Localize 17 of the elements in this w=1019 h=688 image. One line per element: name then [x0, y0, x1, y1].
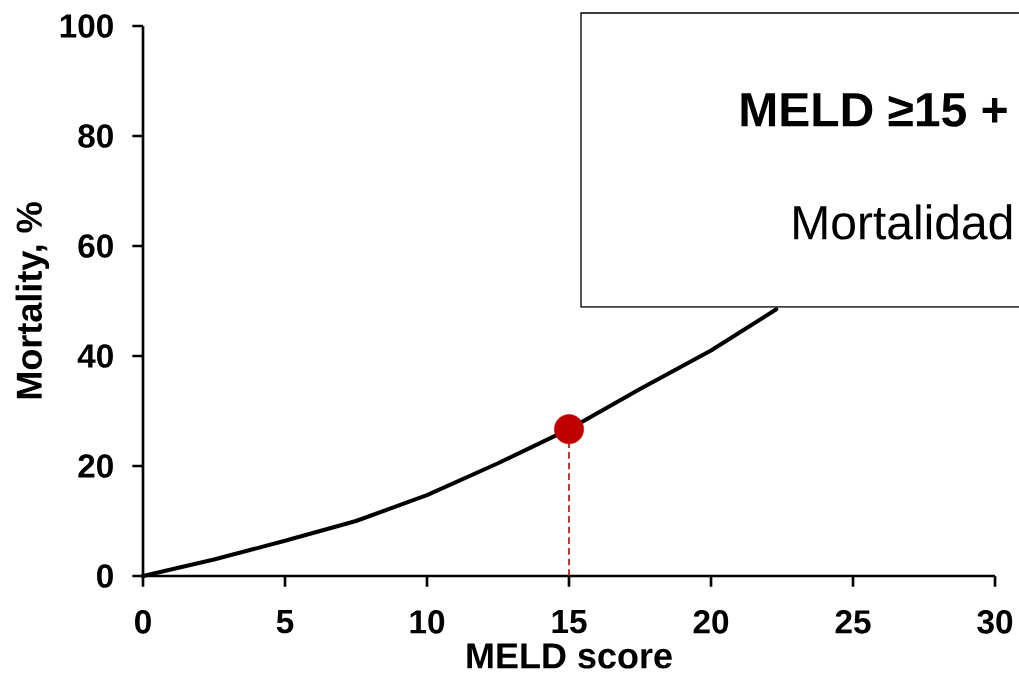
- y-tick-label: 20: [78, 454, 113, 478]
- y-tick-label: 80: [78, 124, 113, 148]
- x-axis-title: MELD score: [467, 643, 672, 669]
- y-tick-label: 0: [97, 564, 113, 588]
- y-tick-label: 40: [77, 344, 113, 368]
- y-tick-label: 100: [60, 14, 113, 38]
- x-tick-label: 15: [552, 610, 587, 634]
- y-axis-title: Mortality, %: [15, 202, 50, 399]
- y-tick-label: 60: [78, 234, 113, 258]
- x-tick-label: 30: [977, 610, 1013, 634]
- x-tick-label: 5: [276, 610, 294, 634]
- x-tick-label: 25: [835, 610, 871, 634]
- x-tick-label: 20: [693, 610, 729, 634]
- x-tick-label: 0: [135, 610, 151, 634]
- annotation: Mortalidad: [794, 204, 1012, 240]
- x-tick-label: 10: [410, 610, 445, 634]
- annotation: MELD ≥15 +: [741, 93, 1007, 127]
